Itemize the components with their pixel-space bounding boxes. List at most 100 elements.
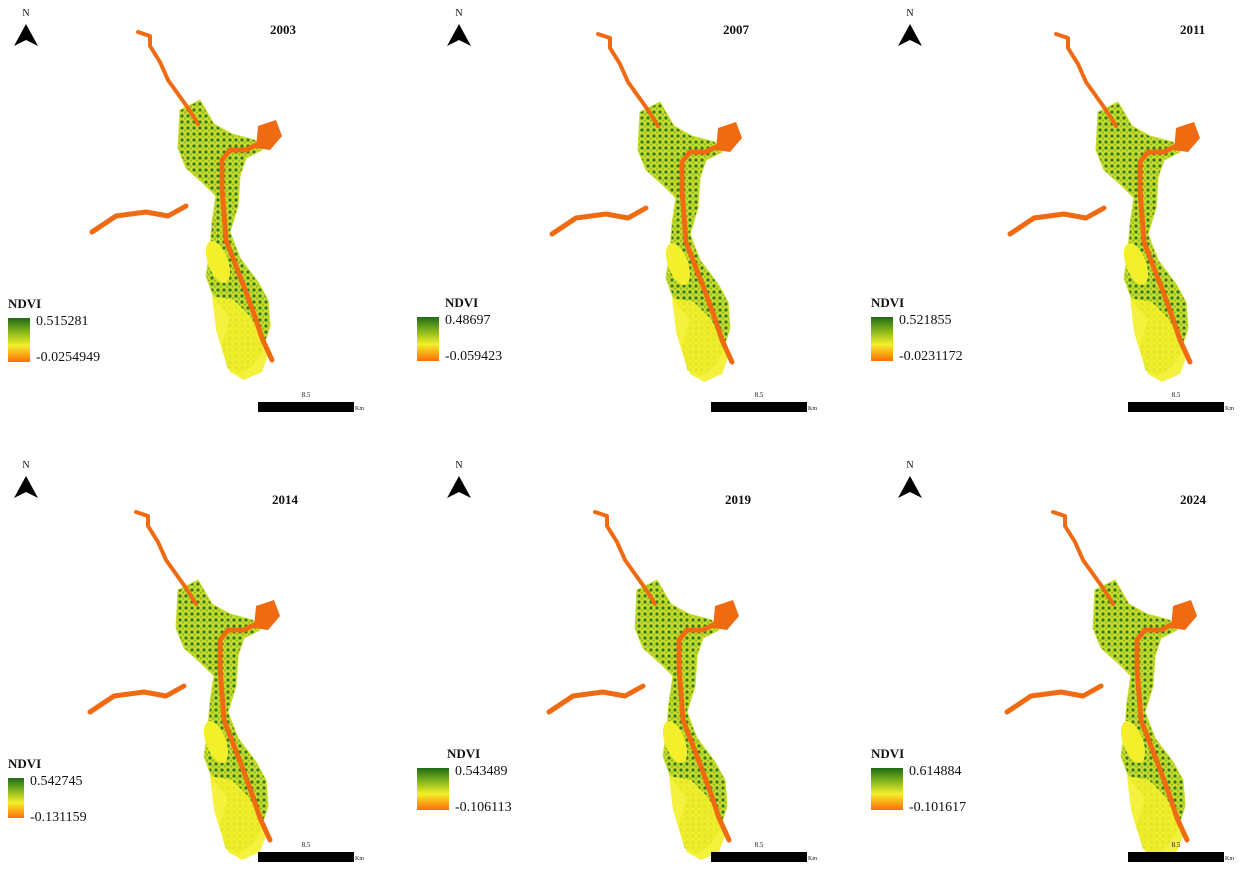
map-panel-2024: N 2024 NDVI 0.614884 -0.101617 8.5 Km (830, 436, 1245, 872)
legend-color-ramp (871, 317, 893, 361)
legend-max-value: 0.542745 (30, 774, 83, 789)
low-ndvi-area (210, 776, 268, 860)
study-area-map (89, 30, 282, 380)
study-area-map (549, 32, 742, 382)
legend-color-ramp (417, 768, 449, 810)
north-label: N (906, 460, 914, 471)
river-channel (1007, 205, 1107, 237)
river-channel (219, 139, 275, 363)
low-ndvi-area (669, 776, 727, 860)
north-label: N (455, 8, 463, 19)
map-panel-2019: N 2019 NDVI 0.543489 -0.106113 8.5 Km (415, 436, 830, 872)
north-arrow-icon (898, 476, 922, 498)
study-area-shape (89, 30, 282, 380)
island-patch (1123, 243, 1149, 285)
legend-color-ramp (871, 768, 903, 810)
legend-max-value: 0.515281 (36, 314, 89, 329)
scale-bar-rect (258, 402, 354, 412)
island-patch (662, 721, 688, 763)
low-ndvi-area (672, 298, 730, 382)
scale-value: 8.5 (301, 391, 311, 399)
scale-value: 8.5 (1171, 841, 1181, 849)
north-arrow-icon (447, 24, 471, 46)
panel-year: 2024 (1180, 492, 1206, 507)
study-area-shape (87, 510, 280, 860)
north-label: N (22, 460, 30, 471)
north-arrow: N (12, 460, 40, 498)
island-patch (205, 241, 231, 283)
study-area-shape (549, 32, 742, 382)
ndvi-legend: NDVI 0.515281 -0.0254949 (8, 296, 100, 365)
river-channel (1134, 619, 1190, 843)
legend-max-value: 0.48697 (445, 313, 491, 328)
scale-value: 8.5 (1171, 391, 1181, 399)
river-channel (1137, 141, 1193, 365)
scale-value: 8.5 (754, 391, 764, 399)
legend-min-value: -0.131159 (30, 810, 87, 825)
river-channel (87, 683, 187, 715)
map-panel-2003: N 2003 NDVI 0.515281 -0.0254949 8.5 Km (0, 0, 415, 436)
legend-title: NDVI (871, 746, 905, 761)
legend-title: NDVI (447, 746, 481, 761)
panel-year: 2003 (270, 22, 296, 37)
island-patch (1120, 721, 1146, 763)
scale-unit: Km (1225, 406, 1234, 412)
panel-year: 2007 (723, 22, 749, 37)
scale-bar: 8.5 Km (1128, 391, 1234, 412)
legend-min-value: -0.059423 (445, 349, 503, 364)
north-label: N (455, 460, 463, 471)
study-area-map (1004, 510, 1197, 860)
map-panel-2011: N 2011 NDVI 0.521855 -0.0231172 8.5 Km (830, 0, 1245, 436)
panel-year: 2019 (725, 492, 751, 507)
ndvi-legend: NDVI 0.48697 -0.059423 (417, 295, 502, 364)
scale-unit: Km (355, 856, 364, 862)
low-ndvi-area (1127, 776, 1185, 860)
scale-bar: 8.5 Km (711, 841, 817, 862)
legend-title: NDVI (8, 296, 42, 311)
river-channel (1004, 683, 1104, 715)
legend-min-value: -0.0231172 (899, 349, 963, 364)
scale-value: 8.5 (754, 841, 764, 849)
scale-bar: 8.5 Km (711, 391, 817, 412)
legend-title: NDVI (871, 295, 905, 310)
low-ndvi-area (212, 296, 270, 380)
north-arrow: N (896, 8, 924, 46)
study-area-map (87, 510, 280, 860)
study-area-shape (1004, 510, 1197, 860)
river-channel (596, 32, 660, 128)
river-channel (593, 510, 657, 606)
scale-unit: Km (1225, 856, 1234, 862)
legend-color-ramp (8, 318, 30, 362)
river-channel (679, 141, 735, 365)
legend-title: NDVI (445, 295, 479, 310)
legend-title: NDVI (8, 756, 42, 771)
north-arrow: N (445, 460, 473, 498)
study-area-map (1007, 32, 1200, 382)
north-arrow-icon (14, 476, 38, 498)
north-arrow: N (445, 8, 473, 46)
legend-color-ramp (8, 778, 24, 818)
scale-unit: Km (808, 856, 817, 862)
ndvi-legend: NDVI 0.521855 -0.0231172 (871, 295, 963, 364)
scale-bar: 8.5 Km (1128, 841, 1234, 862)
low-ndvi-area (1130, 298, 1188, 382)
legend-max-value: 0.543489 (455, 764, 508, 779)
river-channel (217, 619, 273, 843)
legend-max-value: 0.521855 (899, 313, 952, 328)
legend-color-ramp (417, 317, 439, 361)
panel-year: 2011 (1180, 22, 1206, 37)
north-label: N (906, 8, 914, 19)
river-channel (676, 619, 732, 843)
north-arrow: N (896, 460, 924, 498)
north-label: N (22, 8, 30, 19)
island-patch (203, 721, 229, 763)
river-channel (1054, 32, 1118, 128)
legend-max-value: 0.614884 (909, 764, 962, 779)
scale-bar-rect (711, 402, 807, 412)
map-panel-2014: N 2014 NDVI 0.542745 -0.131159 8.5 Km (0, 436, 415, 872)
river-channel (1051, 510, 1115, 606)
scale-bar-rect (1128, 852, 1224, 862)
river-channel (549, 205, 649, 237)
scale-unit: Km (355, 406, 364, 412)
